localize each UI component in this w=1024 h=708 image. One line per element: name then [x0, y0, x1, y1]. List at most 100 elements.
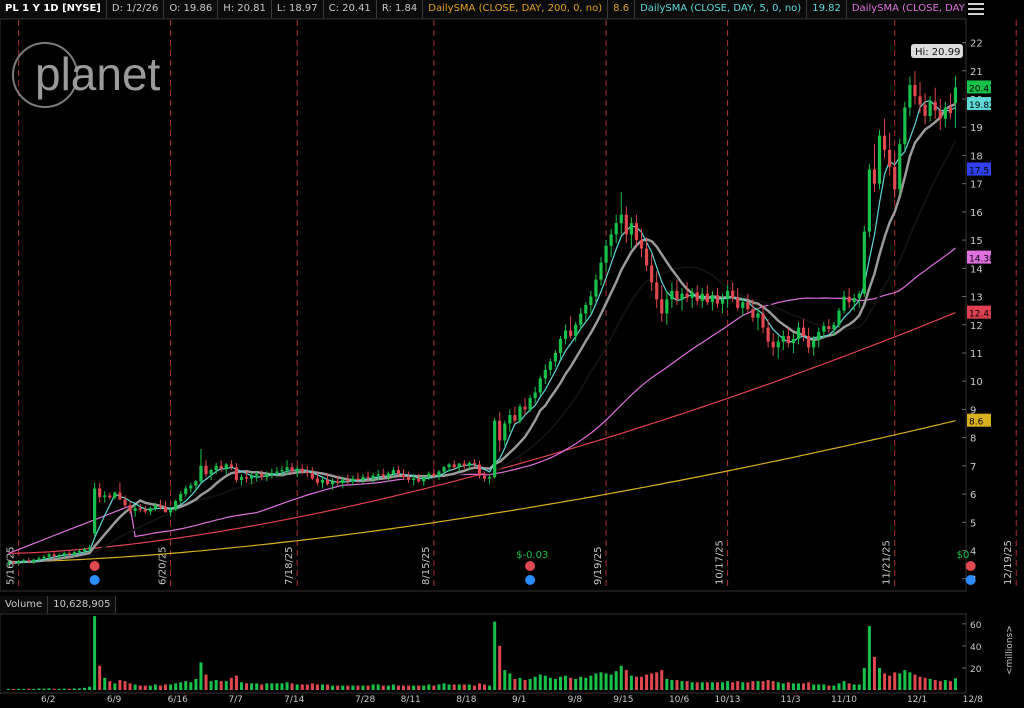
price-tick-label: 5 [970, 518, 976, 529]
volume-unit-label: <millions> [1005, 625, 1015, 675]
volume-bar [700, 682, 704, 690]
price-tick-label: 12 [970, 321, 983, 332]
volume-bar [665, 678, 669, 690]
volume-bar [503, 670, 507, 690]
time-axis-label: 12/8 [963, 695, 983, 704]
sma200-line [8, 420, 956, 563]
volume-bar [680, 681, 684, 690]
volume-bar [169, 684, 173, 690]
candle-body [467, 463, 471, 466]
volume-bar [619, 665, 623, 690]
volume-bar [113, 683, 117, 690]
volume-bar [842, 681, 846, 690]
candle-body [108, 495, 112, 498]
candle-body [548, 361, 552, 370]
candle-body [325, 479, 330, 485]
candle-body [462, 463, 466, 466]
date-label: D: 1/2/26 [107, 0, 165, 18]
volume-bar [57, 688, 61, 690]
volume-bar [771, 681, 775, 690]
candle-body [670, 290, 674, 300]
candle-body [406, 477, 411, 480]
volume-bar [862, 667, 866, 690]
volume-bar [12, 689, 16, 690]
time-axis-label: 11/3 [780, 695, 800, 704]
volume-bar [37, 688, 41, 690]
candle-body [224, 464, 228, 469]
price-tick-label: 18 [970, 151, 983, 162]
candle-body [17, 561, 21, 564]
candle-body [331, 481, 335, 485]
volume-bar [462, 684, 466, 690]
candle-body [746, 302, 750, 310]
candle-body [837, 310, 841, 325]
hamburger-menu-icon[interactable] [966, 0, 986, 18]
sma5-study-label[interactable]: DailySMA (CLOSE, DAY, 5, 0, no) [635, 0, 808, 18]
volume-bar [726, 681, 730, 690]
price-tick-label: 8 [970, 434, 976, 445]
event-date-label: 5/16/25 [6, 546, 17, 585]
candle-body [209, 470, 213, 475]
volume-bar [802, 683, 806, 690]
volume-bar [77, 688, 81, 690]
candle-body [199, 465, 203, 482]
volume-bar [953, 678, 957, 690]
candle-body [376, 474, 380, 476]
volume-bar [239, 682, 243, 690]
time-axis-label: 6/2 [41, 695, 55, 704]
sma200-study-label[interactable]: DailySMA (CLOSE, DAY, 200, 0, no) [423, 0, 609, 18]
volume-bar [22, 688, 26, 690]
volume-bar [852, 684, 856, 690]
volume-bar [260, 684, 264, 690]
candle-body [22, 560, 26, 562]
volume-bar [214, 680, 218, 690]
volume-bar [255, 683, 259, 690]
price-tag-box [967, 413, 991, 427]
candle-body [938, 110, 942, 119]
candle-body [265, 474, 269, 478]
candle-body [685, 293, 689, 298]
close-label: C: 20.41 [324, 0, 377, 18]
volume-bar [756, 681, 760, 690]
candle-body [437, 471, 441, 476]
price-tag-value: 14.38 [969, 255, 995, 265]
candle-body [482, 475, 487, 479]
sma50-study-label[interactable]: DailySMA (CLOSE, DAY, 50, 0, no) [847, 0, 966, 18]
volume-bar [224, 681, 228, 690]
volume-bar [98, 665, 102, 690]
volume-bar [361, 685, 365, 690]
candle-body [877, 135, 882, 184]
sma50-line [8, 247, 956, 554]
candle-body [898, 144, 902, 190]
volume-bar [584, 677, 588, 690]
price-tick-label: 16 [970, 208, 983, 219]
candle-body [827, 326, 831, 329]
volume-bar [67, 688, 71, 690]
candle-body [725, 290, 730, 300]
volume-bar [452, 684, 456, 690]
candle-body [786, 336, 790, 344]
volume-bar [158, 685, 162, 690]
volume-bar [164, 684, 168, 690]
candle-body [558, 338, 563, 353]
candle-body [487, 477, 492, 479]
time-axis-label: 10/6 [669, 695, 689, 704]
candle-body [447, 464, 451, 468]
candle-body [766, 327, 770, 342]
symbol-label[interactable]: PL 1 Y 1D [NYSE] [0, 0, 107, 18]
candle-body [882, 135, 887, 150]
volume-bar [731, 682, 735, 690]
sma200-study-value: 8.6 [608, 0, 636, 18]
candle-body [801, 327, 806, 337]
candle-body [472, 463, 477, 465]
price-tick-label: 10 [970, 377, 983, 388]
candle-body [599, 262, 603, 280]
volume-bar [371, 684, 375, 690]
candle-body [351, 478, 355, 482]
candle-body [862, 231, 866, 294]
volume-bar [594, 673, 598, 690]
time-axis-label: 9/15 [613, 695, 633, 704]
candle-body [705, 293, 709, 303]
candle-body [214, 465, 218, 471]
